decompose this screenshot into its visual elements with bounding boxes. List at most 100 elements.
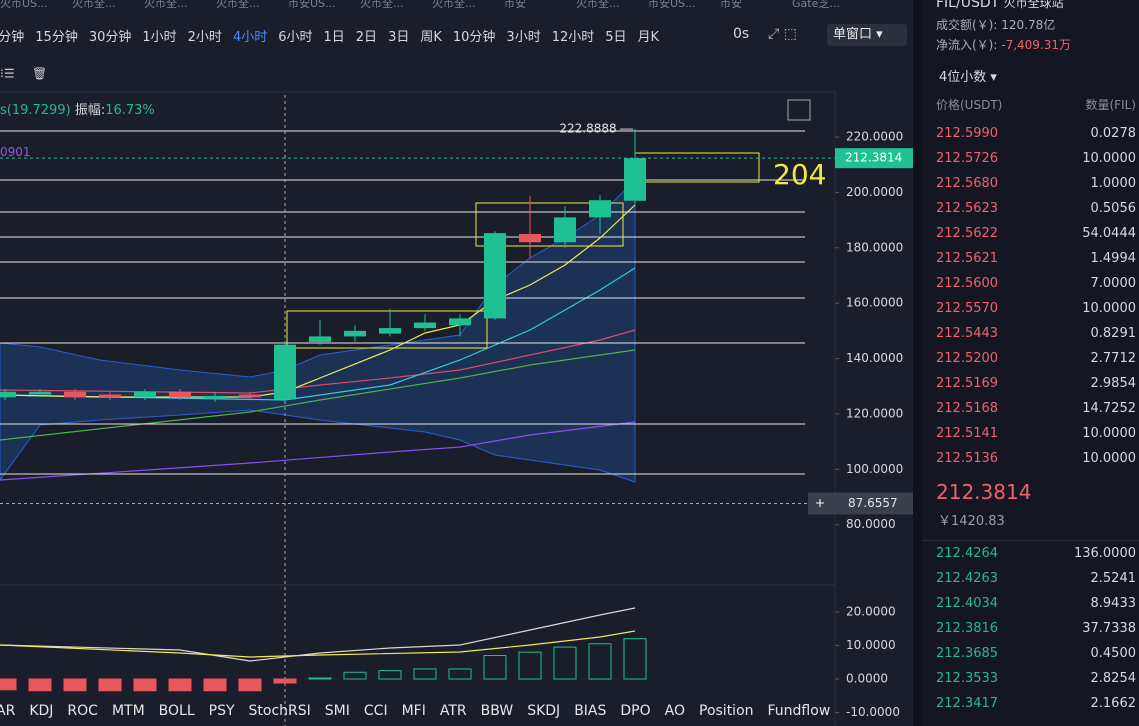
exchange: 火币全球站 [1003,0,1064,10]
exchange-tab[interactable]: 币安 [720,0,742,10]
indicator-tab[interactable]: SKDJ [527,703,560,719]
macd-bar [448,668,472,680]
price: 212.5600 [936,275,999,291]
macd-bar [483,655,507,680]
macd-bar [0,678,17,691]
fullscreen-icon[interactable] [787,99,811,121]
decimals[interactable]: 4位小数 ▾ [939,70,997,85]
indicator-tab[interactable]: SMI [325,703,350,719]
price: 212.4264 [936,545,999,561]
exchange-tab[interactable]: 火币全... [576,0,620,10]
last-price-box [835,148,913,169]
quantity: 37.7338 [1082,620,1136,636]
exchange-tab[interactable]: 币安 [504,0,526,10]
price: 212.5141 [936,425,999,441]
macd-tick-label: 10.0000 [846,638,896,652]
timeframe[interactable]: 周K [420,30,442,45]
price: 212.5990 [936,125,999,141]
indicator-tab[interactable]: AR [0,703,16,719]
timeframe[interactable]: 2小时 [187,30,222,45]
indicator-tab[interactable]: AO [665,703,685,719]
exchange-tab[interactable]: 火币US... [0,0,48,10]
indicator-tab[interactable]: Fundflow [768,703,831,719]
timeframe[interactable]: 2日 [355,30,378,45]
timeframe[interactable]: 月K [637,30,660,45]
layout-icons[interactable]: ⤢ ⬚ [768,26,797,42]
exchange-tab[interactable]: 火币全... [432,0,476,10]
quantity: 10.0000 [1082,150,1136,166]
window-mode[interactable]: 单窗口 ▾ [827,24,907,46]
order-row: 212.5443 0.8291 [936,323,1136,343]
y-tick-label: 80.0000 [846,517,896,531]
candle-body [519,233,541,243]
macd-bar [343,671,367,680]
exchange-tab[interactable]: 火币全... [144,0,188,10]
exchange-tab[interactable]: 币安US... [288,0,336,10]
indicator-tab[interactable]: BOLL [159,703,195,719]
timeframe[interactable]: 1小时 [142,30,177,45]
exchange-tab[interactable]: 币安US... [648,0,696,10]
quantity: 54.0444 [1082,225,1136,241]
candle-body [0,391,16,398]
macd-bar [238,678,262,692]
indicator-tab[interactable]: MFI [402,703,426,719]
indicator-tab[interactable]: BBW [481,703,514,719]
order-row: 212.5200 2.7712 [936,348,1136,368]
exchange-tab[interactable]: 火币全... [216,0,260,10]
exchange-tab[interactable]: Gate芝... [792,0,840,10]
svg-text:⁝☰: ⁝☰ [0,67,15,81]
exchange-tab[interactable]: 火币全... [72,0,116,10]
macd-lines [0,607,636,662]
last-price: 212.3814 [936,480,1032,504]
timeframe[interactable]: 0分钟 [0,30,25,45]
indicator-tab[interactable]: BIAS [574,703,606,719]
timeframe[interactable]: 3日 [388,30,410,45]
candle-body [344,330,366,337]
order-row: 212.5141 10.0000 [936,423,1136,443]
macd-bar [518,651,542,680]
candle-body [624,158,646,201]
indicator-tab[interactable]: KDJ [29,703,53,719]
macd-bar [378,670,402,680]
indicator-tab[interactable]: CCI [364,703,388,719]
indicator-tab[interactable]: ROC [67,703,98,719]
quantity: 0.8291 [1090,325,1137,341]
macd-bar [203,678,227,692]
exchange-tab[interactable]: 火币全... [360,0,404,10]
ma-text: s(19.7299) [0,103,71,118]
macd-tick-label: 20.0000 [846,604,896,618]
price: 212.3816 [936,620,999,636]
indicator-tab[interactable]: PSY [209,703,235,719]
price: 212.3685 [936,645,999,661]
candle-body [169,391,191,398]
timeframe[interactable]: 4小时 [232,30,268,45]
timeframe[interactable]: 30分钟 [88,30,132,45]
price: 212.5443 [936,325,999,341]
indicator-tab[interactable]: MTM [112,703,145,719]
timeframe[interactable]: 15分钟 [35,30,78,45]
timeframe[interactable]: 10分钟 [452,30,496,45]
toolbar-icons: ⁝☰ 🗑 [0,67,47,81]
price: 212.3533 [936,670,999,686]
timeframe[interactable]: 12小时 [551,30,595,45]
quantity: 0.5056 [1090,200,1137,216]
indicator-tab[interactable]: Position [699,703,754,719]
candle-body [379,328,401,334]
indicator-tab[interactable]: ATR [440,703,467,719]
timeframe[interactable]: 6小时 [278,30,313,45]
timeframe[interactable]: 5日 [605,30,627,45]
y-tick-label: 220.0000 [846,130,903,144]
timeframe[interactable]: 3小时 [506,30,541,45]
price: 212.3417 [936,695,999,711]
quantity: 7.0000 [1090,275,1137,291]
order-book: FIL/USDT 火币全球站 成交额(￥): 120.78亿 净流入(￥): -… [922,0,1139,726]
timeframe[interactable]: 1日 [323,30,345,45]
indicator-tab[interactable]: DPO [620,703,650,719]
order-row: 212.5622 54.0444 [936,223,1136,243]
indicator-tab[interactable]: StochRSI [249,703,311,719]
y-tick-label: 180.0000 [846,240,903,254]
macd-tick-label: -10.0000 [846,705,900,719]
chart: ⁝☰ 🗑 220.0000 200.0000 180.0000 160.0000 140.… [0,0,922,726]
y-tick-label: 100.0000 [846,462,903,476]
